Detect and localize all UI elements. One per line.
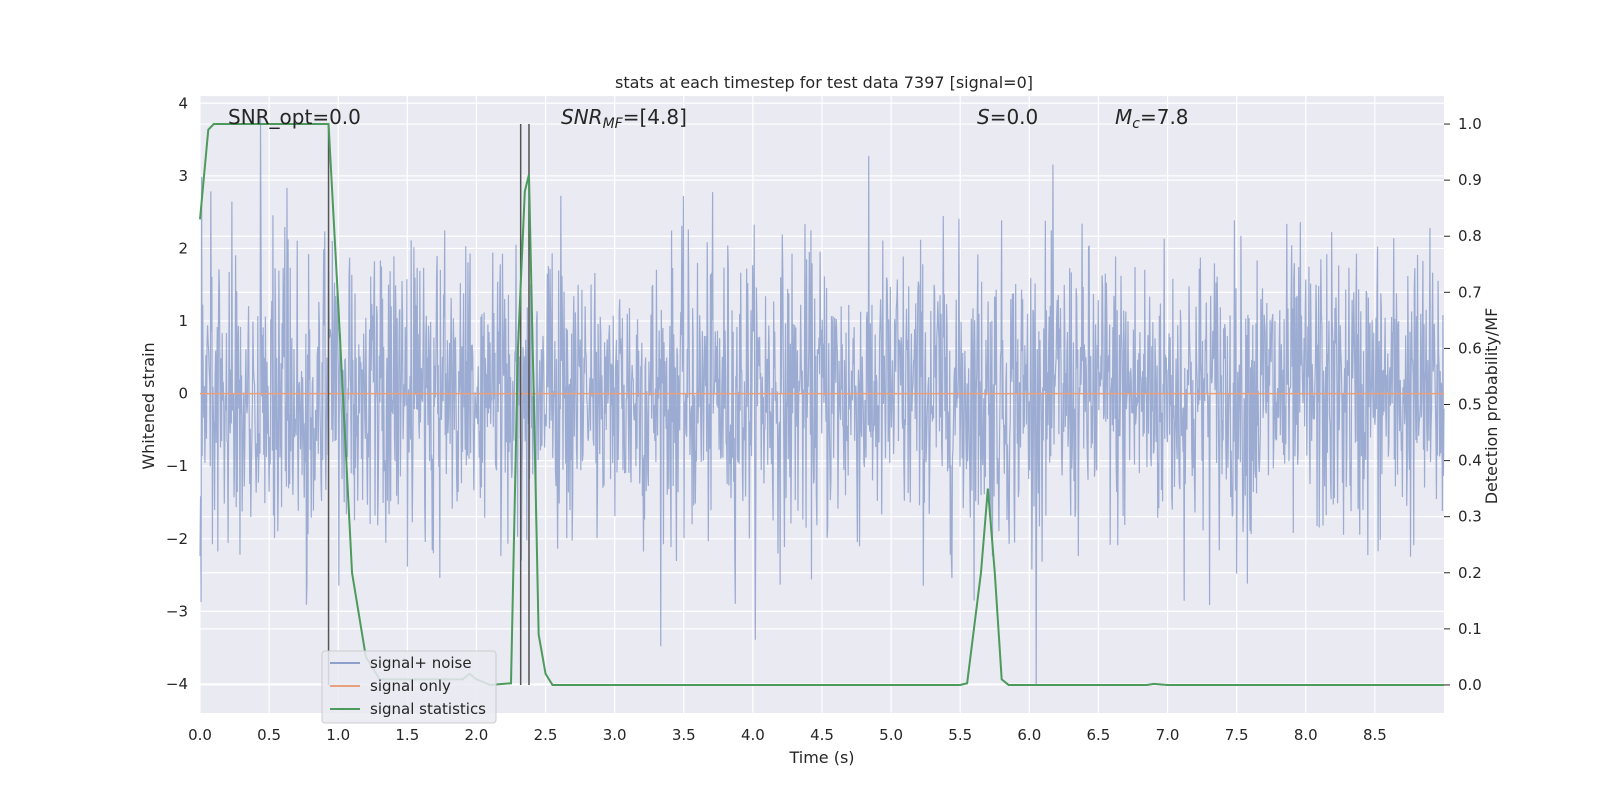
y2-tick-label: 0.6 [1458,339,1482,357]
x-tick-label: 5.5 [948,726,972,744]
s-annotation: S=0.0 [977,105,1038,129]
y-axis-label: Whitened strain [139,342,158,469]
x-tick-label: 2.0 [465,726,489,744]
x-tick-label: 4.0 [741,726,765,744]
x-tick-label: 0.0 [188,726,212,744]
s-value: =0.0 [990,105,1039,129]
legend-label-stats: signal statistics [370,700,486,718]
x-tick-label: 7.5 [1225,726,1249,744]
x-tick-label: 2.5 [534,726,558,744]
signal-noise-series [199,117,1445,686]
x-tick-label: 0.5 [257,726,281,744]
y2-tick-label: 1.0 [1458,115,1482,133]
legend-label-signal: signal only [370,677,451,695]
legend: signal+ noise signal only signal statist… [321,650,497,724]
y2-tick-label: 0.9 [1458,171,1482,189]
snr-mf-main: SNR [561,105,603,129]
y2-tick-label: 0.5 [1458,396,1482,414]
s-main: S [977,105,990,129]
y2-tick-label: 0.8 [1458,227,1482,245]
y2-tick-label: 0.2 [1458,564,1482,582]
x-axis-label: Time (s) [788,748,854,767]
y-tick-label: 4 [178,94,188,112]
y2-tick-label: 0.7 [1458,283,1482,301]
snr-mf-sub: MF [603,116,624,132]
x-tick-label: 8.5 [1363,726,1387,744]
y2-tick-label: 0.0 [1458,676,1482,694]
y-axis-ticks: 4 3 2 1 0 −1 −2 −3 −4 [166,94,188,693]
y-tick-label: 0 [178,385,188,403]
legend-label-noise: signal+ noise [370,654,472,672]
signal-statistics-line [199,123,1444,686]
x-tick-label: 1.0 [326,726,350,744]
chart-title: stats at each timestep for test data 739… [615,73,1033,92]
mc-annotation: Mc=7.8 [1115,105,1189,132]
x-tick-label: 7.0 [1156,726,1180,744]
mc-value: =7.8 [1140,105,1189,129]
y-tick-label: −1 [166,457,188,475]
y2-tick-label: 0.4 [1458,452,1482,470]
x-tick-label: 1.5 [395,726,419,744]
y-tick-label: 3 [178,167,188,185]
y-tick-label: 2 [178,239,188,257]
x-tick-label: 6.5 [1087,726,1111,744]
x-tick-label: 4.5 [810,726,834,744]
x-tick-label: 8.0 [1294,726,1318,744]
snr-opt-annotation: SNR_opt=0.0 [228,105,361,129]
x-tick-label: 6.0 [1017,726,1041,744]
y2-tick-label: 0.1 [1458,620,1482,638]
y2-axis-label: Detection probability/MF [1482,308,1501,505]
y-tick-label: −3 [166,602,188,620]
signal-statistics-series [199,123,1444,686]
snr-mf-annotation: SNRMF=[4.8] [561,105,687,132]
y2-tick-label: 0.3 [1458,508,1482,526]
y-tick-label: 1 [178,312,188,330]
y-tick-label: −2 [166,530,188,548]
y-tick-label: −4 [166,675,188,693]
x-tick-label: 3.0 [603,726,627,744]
mc-sub: c [1132,116,1140,132]
x-tick-label: 5.0 [879,726,903,744]
x-axis-ticks: 0.0 0.5 1.0 1.5 2.0 2.5 3.0 3.5 4.0 4.5 5.0 5.5 6.0 6… [188,726,1387,744]
x-tick-label: 3.5 [672,726,696,744]
mc-main: M [1115,105,1132,129]
legend-box [321,650,497,724]
signal-noise-line [199,117,1445,686]
y2-axis-ticks: 1.0 0.9 0.8 0.7 0.6 0.5 0.4 0.3 0.2 0.1 0.0 [1444,115,1482,694]
snr-mf-value: =[4.8] [623,105,687,129]
